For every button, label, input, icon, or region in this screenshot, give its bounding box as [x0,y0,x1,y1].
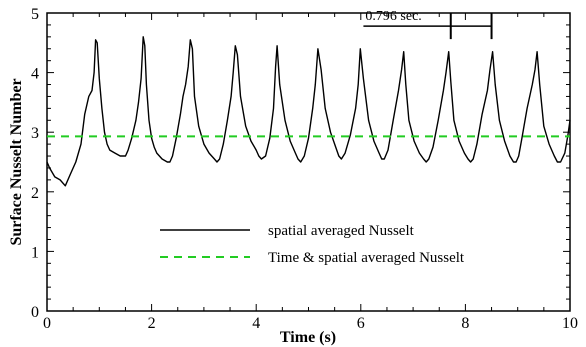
y-tick-label: 0 [31,304,39,321]
x-tick-label: 2 [148,315,156,332]
x-tick-label: 0 [43,315,51,332]
tick-label-group: 0 2 4 6 8 10 0 1 2 3 4 5 [31,6,578,332]
y-tick-label: 4 [31,66,39,83]
legend-label-spatial: spatial averaged Nusselt [268,223,415,239]
period-annotation: 0.796 sec. [363,9,493,40]
legend-label-time-spatial: Time & spatial averaged Nusselt [268,250,465,266]
x-axis-title: Time (s) [280,329,336,346]
x-tick-label: 8 [461,315,469,332]
y-axis-title: Surface Nusselt Number [8,78,25,245]
series-group [46,36,571,187]
series-line-spatial-averaged [46,36,571,187]
x-tick-label: 10 [562,315,578,332]
y-tick-label: 5 [31,6,39,23]
y-tick-label: 3 [31,125,39,142]
annotation-label: 0.796 sec. [365,9,421,24]
y-tick-label: 1 [31,244,39,261]
y-tick-label: 2 [31,185,39,202]
x-tick-label: 6 [357,315,365,332]
legend: spatial averaged Nusselt Time & spatial … [160,223,465,266]
x-tick-label: 4 [252,315,260,332]
